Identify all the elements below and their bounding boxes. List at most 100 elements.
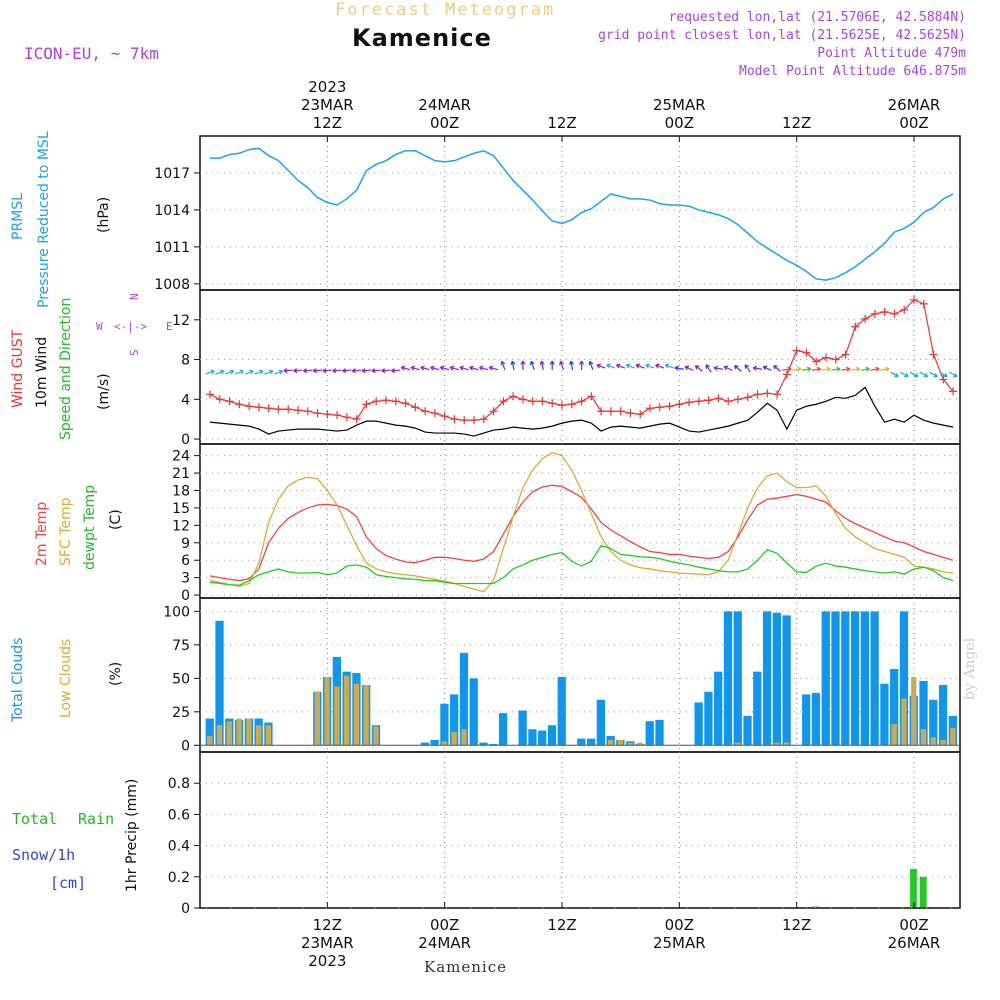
total-cloud-bar [919, 681, 928, 746]
gust-marker [949, 387, 958, 396]
panel-frame-precip [199, 751, 961, 909]
low-cloud-bar [246, 718, 252, 746]
wind-speed-dir-label: Speed and Direction [58, 298, 74, 440]
gust-marker [509, 392, 518, 401]
temp-unit: (C) [108, 509, 124, 530]
wind-direction-arrow [752, 365, 763, 371]
sfc-temp-line [209, 452, 954, 593]
y-tick-label: 0 [181, 432, 190, 448]
gust-marker [655, 403, 664, 412]
gust-marker [910, 295, 918, 304]
wind-direction-arrow [549, 360, 555, 371]
gust-marker [880, 307, 889, 316]
gust-marker [284, 405, 293, 414]
pressure-label-msl: Pressure Reduced to MSL [36, 131, 52, 308]
wind-direction-arrow [890, 371, 899, 378]
gust-marker [489, 407, 498, 416]
chart-title: Forecast Meteogram [335, 0, 556, 20]
gust-marker [665, 402, 674, 411]
wind-direction-arrow [939, 371, 948, 378]
gust-marker [636, 410, 645, 419]
gust-marker [362, 400, 371, 409]
model-altitude: Model Point Altitude 646.875m [739, 64, 966, 79]
total-cloud-bar [802, 694, 811, 746]
wind-direction-arrow [439, 365, 450, 371]
total-cloud-bar [596, 699, 605, 746]
y-tick-label: 1014 [154, 203, 190, 219]
gust-marker [694, 397, 703, 406]
wind-direction-arrow [579, 360, 585, 371]
low-cloud-bar [314, 691, 320, 746]
wind-direction-arrow [312, 368, 323, 374]
precip-snow-unit: [cm] [50, 874, 86, 892]
wind-direction-arrow [351, 368, 362, 374]
y-tick-label: 75 [172, 638, 190, 654]
wind-direction-arrow [390, 368, 401, 374]
gust-marker [675, 400, 684, 409]
wind-direction-arrow [694, 365, 703, 372]
gust-marker [401, 399, 410, 408]
gust-marker [753, 390, 762, 399]
gust-marker [646, 404, 654, 413]
rain-bar [919, 876, 927, 908]
total-cloud-bar [645, 721, 654, 746]
total-cloud-bar [577, 738, 586, 746]
gust-marker [822, 353, 830, 362]
bottom-time-label: 23MAR [301, 934, 354, 952]
gust-marker [616, 407, 625, 416]
top-time-label: 12Z [782, 114, 811, 132]
gust-marker [861, 314, 870, 323]
total-cloud-bar [489, 743, 498, 746]
wind-10m-label: 10m Wind [34, 337, 50, 408]
top-time-label: 12Z [313, 114, 342, 132]
top-time-label: 26MAR [888, 96, 941, 114]
total-cloud-bar [870, 611, 879, 746]
wind-direction-arrow [264, 369, 274, 375]
compass-e: E [166, 320, 173, 333]
model-label: ICON-EU, ~ 7km [24, 44, 159, 63]
y-tick-label: 1011 [154, 240, 190, 256]
low-cloud-bar [637, 742, 643, 746]
total-cloud-bar [469, 678, 478, 746]
low-cloud-bar [930, 737, 936, 746]
wind-direction-arrow [410, 365, 420, 371]
gust-marker [919, 299, 928, 308]
compass-n: N [128, 293, 141, 300]
gust-marker [567, 400, 576, 409]
wind-direction-arrow [733, 365, 742, 372]
low-cloud-bar [353, 683, 360, 746]
gust-marker [372, 397, 381, 406]
bottom-time-label: 12Z [547, 916, 576, 934]
wind-direction-arrow [205, 369, 215, 375]
low-cloud-bar [216, 725, 223, 746]
total-cloud-bar [733, 611, 742, 746]
wind-direction-arrow [625, 363, 635, 369]
gust-marker [734, 395, 742, 404]
pressure-label-prmsl: PRMSL [10, 193, 26, 240]
top-time-label: 00Z [665, 114, 694, 132]
wind-direction-arrow [588, 360, 594, 370]
gust-marker [303, 407, 312, 416]
low-cloud-bar [256, 725, 262, 746]
rain-bar [910, 869, 917, 908]
wind-direction-arrow [449, 365, 459, 371]
low-cloud-bar [784, 742, 790, 746]
wind-direction-arrow [234, 369, 245, 375]
wind-direction-arrow [909, 371, 919, 378]
total-cloud-bar [743, 715, 752, 746]
y-tick-label: 3 [181, 571, 190, 587]
gust-marker [460, 416, 469, 425]
y-tick-label: 0 [181, 901, 190, 917]
wind-direction-arrow [782, 366, 792, 372]
y-tick-label: 0.8 [168, 776, 190, 792]
low-cloud-bar [324, 677, 330, 746]
y-tick-label: 1017 [154, 166, 190, 182]
top-time-label: 2023 [308, 78, 346, 96]
gust-marker [773, 390, 782, 399]
gust-marker [802, 348, 811, 357]
total-cloud-bar [938, 685, 948, 746]
y-tick-label: 18 [172, 483, 190, 499]
total-cloud-bar [547, 725, 557, 746]
low-cloud-bar [891, 723, 897, 746]
gust-marker [421, 407, 430, 416]
